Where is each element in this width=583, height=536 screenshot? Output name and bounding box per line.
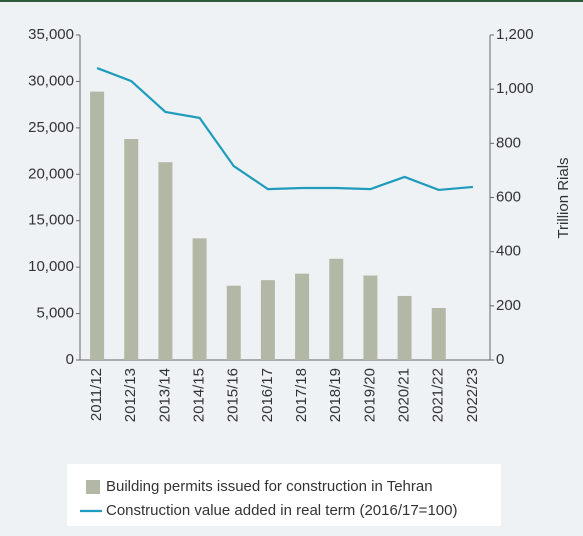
line	[96, 67, 474, 192]
legend-label: Construction value added in real term (2…	[106, 502, 457, 519]
legend-box	[67, 464, 501, 526]
bar	[260, 280, 275, 360]
x-tick-label: 2012/13	[122, 368, 139, 422]
bar	[192, 238, 207, 360]
y2-tick-label: 1,200	[496, 26, 534, 43]
bar	[431, 308, 446, 360]
x-tick-label: 2017/18	[293, 368, 310, 422]
y-tick-label: 35,000	[28, 26, 74, 43]
bar	[329, 258, 344, 360]
bar	[226, 285, 241, 360]
y2-tick-label: 200	[496, 297, 521, 314]
y2-tick-label: 400	[496, 243, 521, 260]
bar	[295, 273, 310, 360]
y-tick-label: 0	[66, 351, 74, 368]
y-tick-label: 30,000	[28, 72, 74, 89]
bar	[124, 139, 139, 360]
y-tick-label: 15,000	[28, 212, 74, 229]
x-tick-label: 2014/15	[191, 368, 208, 422]
x-tick-label: 2020/21	[396, 368, 413, 422]
x-tick-label: 2018/19	[327, 368, 344, 422]
y2-tick-label: 1,000	[496, 80, 534, 97]
x-tick-label: 2019/20	[361, 368, 378, 422]
bar	[397, 295, 412, 360]
legend-label: Building permits issued for construction…	[106, 478, 433, 495]
bar	[90, 91, 105, 361]
x-tick-label: 2015/16	[225, 368, 242, 422]
y2-tick-label: 0	[496, 351, 504, 368]
y-tick-label: 5,000	[36, 305, 74, 322]
y2-tick-label: 600	[496, 188, 521, 205]
y-tick-label: 10,000	[28, 258, 74, 275]
x-tick-label: 2016/17	[259, 368, 276, 422]
y-tick-label: 25,000	[28, 119, 74, 136]
x-tick-label: 2011/12	[88, 368, 105, 421]
x-tick-label: 2022/23	[464, 368, 481, 422]
y2-tick-label: 800	[496, 134, 521, 151]
bar	[158, 162, 173, 360]
legend-swatch	[86, 480, 100, 494]
y-tick-label: 20,000	[28, 165, 74, 182]
x-tick-label: 2021/22	[430, 368, 447, 422]
x-tick-label: 2013/14	[156, 368, 173, 422]
bar	[363, 275, 378, 360]
y2-axis-label: Trillion Rials	[555, 157, 572, 238]
top-rule	[0, 0, 583, 2]
